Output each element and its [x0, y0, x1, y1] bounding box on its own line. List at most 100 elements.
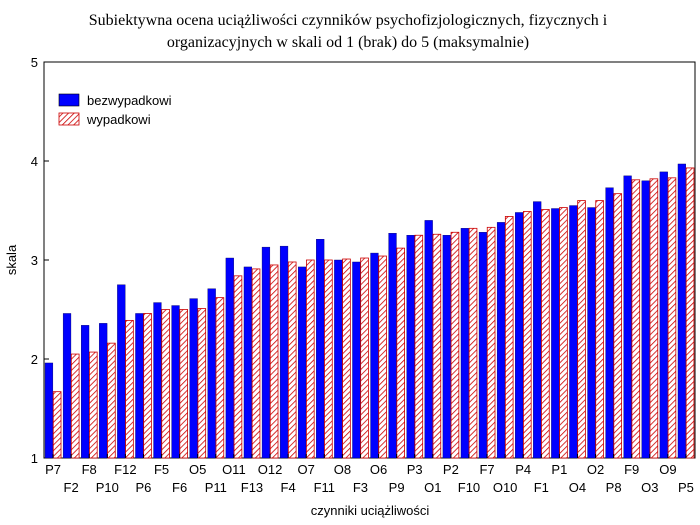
bar-bezwypadkowi-F4	[279, 245, 289, 459]
bar-bezwypadkowi-O4	[569, 205, 578, 459]
bar-bezwypadkowi-O8	[334, 259, 343, 459]
x-tick-label-F1: F1	[534, 480, 549, 495]
bar-bezwypadkowi-F3	[352, 261, 361, 459]
bar-wypadkowi-F8	[89, 351, 98, 459]
x-tick-label-F9: F9	[624, 462, 639, 477]
bar-bezwypadkowi-F5	[153, 302, 162, 459]
bar-wypadkowi-F13	[251, 268, 261, 459]
x-tick-label-O6: O6	[370, 462, 387, 477]
x-tick-label-F7: F7	[479, 462, 494, 477]
legend-swatch-bezwypadkowi	[58, 93, 80, 107]
bar-wypadkowi-O2	[595, 200, 604, 459]
bar-bezwypadkowi-P4	[515, 212, 524, 459]
bar-bezwypadkowi-O1	[424, 220, 433, 459]
x-axis-label: czynniki uciążliwości	[311, 503, 430, 518]
bar-wypadkowi-O12	[269, 264, 279, 459]
x-tick-label-P10: P10	[96, 480, 119, 495]
y-tick-label: 1	[31, 451, 38, 466]
x-tick-label-P1: P1	[551, 462, 567, 477]
bar-wypadkowi-P11	[215, 297, 225, 459]
y-tick-label: 3	[31, 253, 38, 268]
bar-wypadkowi-F5	[161, 309, 170, 459]
bar-wypadkowi-F4	[287, 261, 297, 459]
bar-bezwypadkowi-O12	[261, 246, 271, 459]
bar-wypadkowi-F7	[486, 226, 496, 459]
y-tick-label: 2	[31, 352, 38, 367]
x-tick-label-F10: F10	[458, 480, 480, 495]
bar-wypadkowi-F9	[631, 179, 641, 459]
bar-bezwypadkowi-P6	[135, 313, 144, 459]
x-tick-label-O12: O12	[258, 462, 283, 477]
bar-wypadkowi-O5	[197, 308, 207, 459]
bar-wypadkowi-F3	[360, 257, 369, 459]
bar-bezwypadkowi-F10	[460, 228, 469, 459]
x-tick-label-P2: P2	[443, 462, 459, 477]
bar-bezwypadkowi-F11	[316, 239, 325, 459]
bar-wypadkowi-F11	[324, 259, 333, 459]
bar-wypadkowi-F10	[468, 227, 478, 459]
x-tick-label-P8: P8	[606, 480, 622, 495]
bar-wypadkowi-O8	[342, 258, 351, 459]
bar-bezwypadkowi-F7	[478, 232, 488, 459]
x-tick-label-P4: P4	[515, 462, 531, 477]
x-tick-label-P11: P11	[205, 480, 227, 495]
bar-bezwypadkowi-O9	[659, 171, 668, 459]
bar-bezwypadkowi-P7	[44, 362, 54, 459]
bar-bezwypadkowi-P9	[388, 233, 397, 459]
bar-wypadkowi-P10	[107, 342, 116, 459]
bar-bezwypadkowi-P3	[406, 235, 415, 459]
bar-wypadkowi-F2	[70, 353, 80, 459]
x-tick-label-F4: F4	[281, 480, 296, 495]
bar-bezwypadkowi-O2	[587, 207, 596, 459]
bar-bezwypadkowi-O7	[298, 266, 307, 459]
bar-wypadkowi-F12	[125, 319, 134, 459]
x-tick-label-F2: F2	[64, 480, 79, 495]
bar-bezwypadkowi-O5	[189, 298, 198, 459]
x-tick-label-O7: O7	[298, 462, 315, 477]
x-tick-label-P3: P3	[407, 462, 423, 477]
x-tick-label-F3: F3	[353, 480, 368, 495]
bar-bezwypadkowi-F13	[243, 266, 252, 459]
bar-wypadkowi-P6	[143, 313, 152, 459]
x-tick-label-O1: O1	[424, 480, 441, 495]
legend-label-bezwypadkowi: bezwypadkowi	[87, 93, 172, 108]
bars-group	[44, 163, 695, 459]
bar-wypadkowi-F1	[541, 209, 550, 459]
bar-wypadkowi-O4	[577, 200, 586, 459]
y-tick-label: 5	[31, 55, 38, 70]
chart-title-line-1: Subiektywna ocena uciążliwości czynników…	[89, 12, 608, 29]
x-tick-label-F11: F11	[314, 480, 335, 495]
bar-bezwypadkowi-F12	[117, 284, 126, 459]
bar-wypadkowi-O9	[667, 177, 677, 459]
legend: bezwypadkowi wypadkowi	[58, 93, 172, 127]
y-tick-label: 4	[31, 154, 38, 169]
bar-wypadkowi-P2	[450, 231, 460, 459]
bar-bezwypadkowi-P5	[677, 163, 686, 459]
x-tick-label-O5: O5	[189, 462, 206, 477]
x-tick-label-P7: P7	[45, 462, 61, 477]
bar-bezwypadkowi-P8	[605, 187, 614, 459]
legend-swatch-wypadkowi	[58, 112, 80, 126]
bar-bezwypadkowi-F6	[171, 305, 180, 459]
x-tick-label-P5: P5	[678, 480, 694, 495]
x-tick-label-F5: F5	[154, 462, 169, 477]
bar-wypadkowi-O6	[378, 255, 387, 459]
bar-wypadkowi-O7	[306, 259, 315, 459]
bar-bezwypadkowi-F8	[81, 325, 90, 459]
bar-bezwypadkowi-O6	[370, 252, 379, 459]
bar-wypadkowi-P1	[559, 207, 568, 459]
bar-bezwypadkowi-F9	[623, 175, 632, 459]
legend-label-wypadkowi: wypadkowi	[86, 112, 151, 127]
x-tick-label-F12: F12	[114, 462, 136, 477]
bar-bezwypadkowi-P2	[442, 235, 451, 459]
x-tick-label-F8: F8	[82, 462, 97, 477]
bar-wypadkowi-O11	[233, 275, 243, 459]
bar-bezwypadkowi-O3	[641, 180, 650, 459]
x-tick-label-F13: F13	[241, 480, 263, 495]
bar-bezwypadkowi-P1	[551, 208, 560, 459]
bar-wypadkowi-O10	[504, 216, 514, 459]
bar-wypadkowi-P7	[52, 391, 62, 459]
x-tick-label-O11: O11	[222, 462, 246, 477]
